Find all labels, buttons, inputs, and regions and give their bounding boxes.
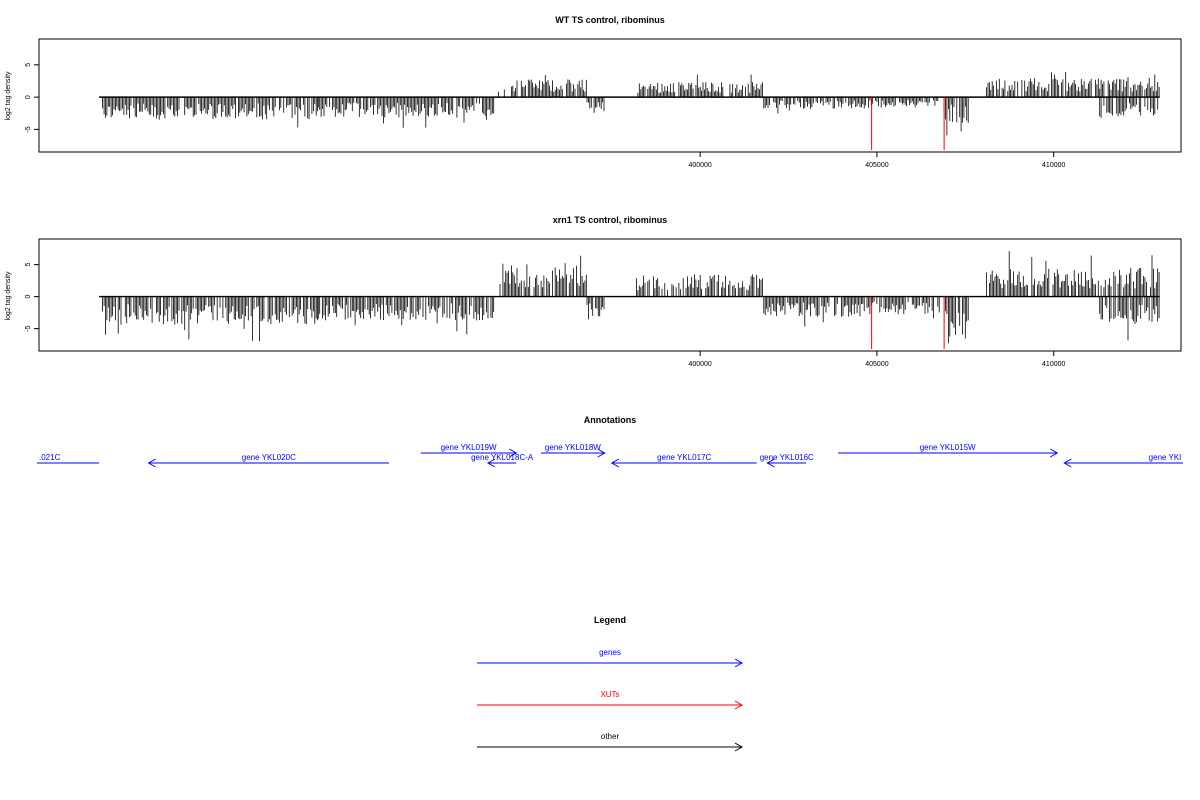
gene-annotation: gene YKL016C: [760, 453, 814, 468]
signal-bars: [99, 251, 1160, 344]
signal-bars: [99, 72, 1160, 136]
x-tick-label: 405000: [865, 361, 888, 368]
arrow-head: [734, 742, 744, 752]
gene-label: gene YKl: [1149, 453, 1182, 462]
gene-label: gene YKL016C: [760, 453, 814, 462]
legend-label: XUTs: [600, 690, 619, 699]
gene-annotation: gene YKL018W: [541, 443, 606, 458]
legend-title: Legend: [594, 615, 626, 625]
gene-label: gene YKL017C: [657, 453, 711, 462]
y-tick-label: -5: [25, 126, 32, 132]
arrow-head: [766, 458, 775, 468]
x-tick-label: 400000: [688, 361, 711, 368]
gene-label: gene YKL020C: [242, 453, 296, 462]
legend-label: other: [601, 732, 620, 741]
gene-label: gene YKL018W: [545, 443, 601, 452]
x-tick-label: 410000: [1042, 162, 1065, 169]
arrow-head: [734, 658, 744, 668]
y-axis-label: log2 tag density: [5, 71, 12, 121]
y-tick-label: 5: [25, 63, 32, 67]
gene-annotation: gene YKL015W: [838, 443, 1059, 458]
y-tick-label: 0: [25, 295, 32, 299]
y-axis-label: log2 tag density: [5, 271, 12, 321]
arrow-head: [147, 458, 156, 468]
panel-title: xrn1 TS control, ribominus: [553, 215, 668, 225]
panel-title: WT TS control, ribominus: [555, 15, 665, 25]
x-tick-label: 400000: [688, 162, 711, 169]
legend-label: genes: [599, 648, 621, 657]
arrow-head: [734, 700, 744, 710]
legend: Legend genes XUTs other: [477, 615, 744, 752]
legend-item: genes: [477, 648, 744, 668]
gene-annotation: gene YKL020C: [147, 453, 390, 468]
arrow-head: [509, 448, 518, 458]
panel-xrn1-ts-control: xrn1 TS control, ribominus log2 tag dens…: [5, 215, 1182, 368]
panel-wt-ts-control: WT TS control, ribominus log2 tag densit…: [5, 15, 1182, 169]
axes: 400000 405000 410000 -5 0 5: [25, 263, 1066, 368]
gene-label: .021C: [39, 453, 61, 462]
arrow-head: [1050, 448, 1059, 458]
plot-frame: [38, 38, 1182, 153]
gene-label: gene YKL015W: [920, 443, 976, 452]
xut-spikes: [871, 296, 945, 350]
legend-items: genes XUTs other: [477, 648, 744, 752]
arrow-head: [597, 448, 606, 458]
arrow-head: [610, 458, 620, 468]
gene-annotation: gene YKl: [1063, 453, 1183, 468]
legend-item: XUTs: [477, 690, 744, 710]
gene-label: gene YKL019W: [441, 443, 497, 452]
gene-annotation: gene YKL019W: [420, 443, 518, 458]
plot-frame: [38, 238, 1182, 352]
gene-annotation: gene YKL018C-A: [471, 453, 534, 468]
arrow-head: [487, 458, 496, 468]
annotations-track: Annotations .021C gene YKL020C gene YKL019…: [37, 415, 1183, 468]
arrow-head: [1063, 458, 1072, 468]
x-tick-label: 405000: [865, 162, 888, 169]
x-tick-label: 410000: [1042, 361, 1065, 368]
y-tick-label: 0: [25, 95, 32, 99]
xut-spikes: [871, 97, 945, 151]
gene-annotation: .021C: [37, 453, 100, 464]
gene-label: gene YKL018C-A: [471, 453, 534, 462]
legend-item: other: [477, 732, 744, 752]
y-tick-label: 5: [25, 263, 32, 267]
axes: 400000 405000 410000 -5 0 5: [25, 63, 1066, 169]
gene-annotation: gene YKL017C: [610, 453, 757, 468]
y-tick-label: -5: [25, 325, 32, 331]
annotations-title: Annotations: [584, 415, 637, 425]
